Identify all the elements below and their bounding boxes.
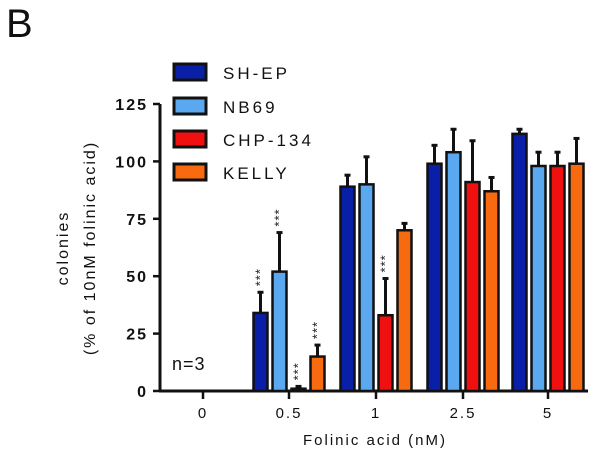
bar-nb69	[445, 150, 462, 393]
significance-marker: ***	[310, 321, 325, 339]
bar-kelly	[568, 162, 585, 393]
x-axis-label: Folinic acid (nM)	[303, 432, 447, 449]
x-tick-label: 1	[371, 405, 381, 422]
bar-sh-ep	[252, 311, 269, 393]
x-tick-label: 2.5	[450, 405, 477, 422]
legend-label: CHP-134	[223, 131, 314, 150]
legend-label: SH-EP	[223, 64, 290, 83]
significance-marker: ***	[272, 208, 287, 226]
y-axis-label: colonies	[55, 211, 72, 286]
legend-swatch-nb69	[172, 96, 208, 116]
panel-label: B	[6, 2, 33, 46]
bar-sh-ep	[511, 132, 528, 393]
bar-sh-ep	[426, 162, 443, 393]
bar-chp-134	[464, 180, 481, 393]
significance-marker: ***	[253, 268, 268, 286]
significance-marker: ***	[291, 362, 306, 380]
bar-chp-134	[549, 164, 566, 393]
legend-swatch-kelly	[172, 162, 208, 182]
x-tick-label: 0.5	[276, 405, 303, 422]
sample-size-annotation: n=3	[172, 354, 206, 374]
x-tick-label: 5	[543, 405, 553, 422]
y-tick-label: 50	[126, 269, 148, 286]
bar-chp-134	[377, 313, 394, 393]
y-tick-label: 125	[115, 97, 148, 114]
y-tick-label: 75	[126, 212, 148, 229]
bar-nb69	[530, 164, 547, 393]
y-tick-label: 0	[137, 384, 148, 401]
y-tick-label: 25	[126, 327, 148, 344]
bar-kelly	[396, 229, 413, 393]
bar-sh-ep	[339, 185, 356, 393]
legend-swatch-sh-ep	[172, 62, 208, 82]
bar-nb69	[271, 270, 288, 393]
legend-swatch-chp-134	[172, 129, 208, 149]
legend-label: KELLY	[223, 164, 290, 183]
x-tick-label: 0	[198, 405, 208, 422]
y-tick-label: 100	[115, 154, 148, 171]
bar-chp-134	[290, 387, 307, 393]
bar-kelly	[309, 355, 326, 393]
bar-nb69	[358, 183, 375, 393]
y-axis-label: (% of 10nM folinic acid)	[82, 141, 99, 355]
significance-marker: ***	[378, 254, 393, 272]
bar-kelly	[483, 189, 500, 393]
legend-label: NB69	[223, 98, 278, 117]
